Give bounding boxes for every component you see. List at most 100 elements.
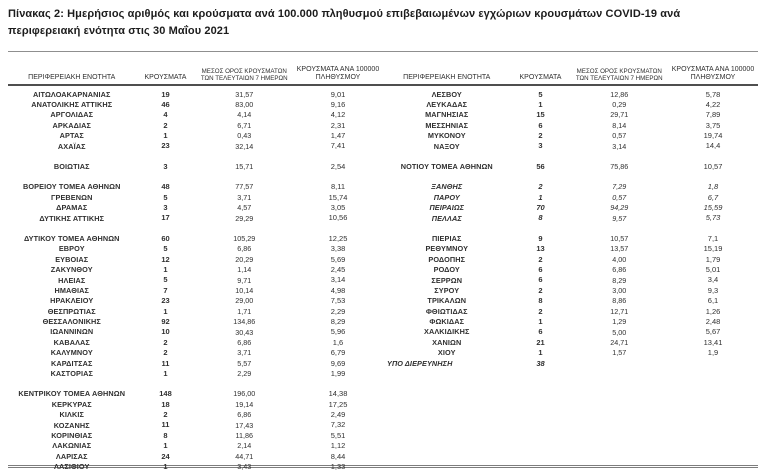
per100k-cell: 4,12	[330, 110, 346, 120]
table-row: ΚΙΛΚΙΣ 2 6,86 2,49	[8, 410, 383, 420]
avg7-cell: 2,29	[237, 369, 252, 379]
table-row: ΕΒΡΟΥ 5 6,86 3,38	[8, 244, 383, 254]
avg7-cell: 32,14	[235, 141, 254, 151]
region-cell: ΔΥΤΙΚΗΣ ΑΤΤΙΚΗΣ	[39, 213, 105, 223]
cases-cell: 23	[161, 296, 170, 306]
table-row: ΦΩΚΙΔΑΣ 1 1,29 2,48	[383, 317, 758, 327]
avg7-cell: 1,71	[237, 306, 252, 316]
region-cell: ΚΑΣΤΟΡΙΑΣ	[50, 369, 93, 379]
avg7-cell: 1,57	[612, 348, 627, 358]
per100k-cell: 1,9	[707, 348, 719, 358]
avg7-cell: 11,86	[235, 431, 253, 441]
region-cell: ΑΡΓΟΛΙΔΑΣ	[50, 110, 94, 120]
table-row: ΔΡΑΜΑΣ 3 4,57 3,05	[8, 203, 383, 213]
column-header-avg7: ΜΕΣΟΣ ΟΡΟΣ ΚΡΟΥΣΜΑΤΩΝ ΤΩΝ ΤΕΛΕΥΤΑΙΩΝ 7 Η…	[575, 67, 663, 82]
table-row: ΛΕΣΒΟΥ 5 12,86 5,78	[383, 89, 758, 99]
column-header-row: ΠΕΡΙΦΕΡΕΙΑΚΗ ΕΝΟΤΗΤΑ ΚΡΟΥΣΜΑΤΑ ΜΕΣΟΣ ΟΡΟΣ …	[383, 52, 758, 87]
avg7-cell: 105,29	[233, 233, 256, 243]
per100k-cell: 17,25	[328, 399, 348, 409]
table-row: ΚΑΛΥΜΝΟΥ 2 3,71 6,79	[8, 348, 383, 358]
per100k-cell: 9,3	[707, 285, 719, 295]
region-cell: ΕΒΡΟΥ	[58, 244, 85, 254]
table-rows: ΛΕΣΒΟΥ 5 12,86 5,78 ΛΕΥΚΑΔΑΣ 1 0,29 4,22 ΜΑΓΝΗΣΙ…	[383, 86, 758, 368]
row-group: ΛΕΣΒΟΥ 5 12,86 5,78 ΛΕΥΚΑΔΑΣ 1 0,29 4,22 ΜΑΓΝΗΣΙ…	[383, 89, 758, 151]
per100k-cell: 7,32	[330, 420, 346, 430]
table-row: ΣΥΡΟΥ 2 3,00 9,3	[383, 285, 758, 295]
region-cell: ΗΜΑΘΙΑΣ	[54, 285, 89, 295]
per100k-cell: 2,31	[330, 120, 346, 130]
table-row: ΔΥΤΙΚΗΣ ΑΤΤΙΚΗΣ 17 29,29 10,56	[8, 213, 383, 223]
region-cell: ΗΡΑΚΛΕΙΟΥ	[50, 296, 94, 306]
per100k-cell: 6,1	[707, 296, 719, 306]
table-rows: ΑΙΤΩΛΟΑΚΑΡΝΑΝΙΑΣ 19 31,57 9,01 ΑΝΑΤΟΛΙΚΗΣ ΑΤ…	[8, 86, 383, 472]
cases-cell: 12	[161, 254, 170, 264]
region-cell: ΝΑΞΟΥ	[433, 141, 460, 151]
cases-cell: 70	[536, 203, 545, 213]
table-row: ΠΕΙΡΑΙΩΣ 70 94,29 15,59	[383, 203, 758, 213]
column-header-per100k: ΚΡΟΥΣΜΑΤΑ ΑΝΑ 100000 ΠΛΗΘΥΣΜΟΥ	[296, 66, 380, 82]
avg7-cell: 8,14	[612, 120, 627, 130]
table-row: ΗΜΑΘΙΑΣ 7 10,14 4,98	[8, 285, 383, 295]
avg7-cell: 3,14	[612, 141, 627, 151]
table-row: ΑΡΓΟΛΙΔΑΣ 4 4,14 4,12	[8, 110, 383, 120]
cases-cell: 1	[163, 462, 168, 472]
table-row: ΙΩΑΝΝΙΝΩΝ 10 30,43 5,96	[8, 327, 383, 337]
avg7-cell: 3,00	[612, 285, 627, 295]
region-cell: ΚΙΛΚΙΣ	[59, 410, 84, 420]
cases-cell: 3	[538, 141, 543, 151]
table-row: ΛΑΣΙΘΙΟΥ 1 3,43 1,33	[8, 462, 383, 472]
cases-cell: 1	[538, 348, 543, 358]
row-group: ΒΟΡΕΙΟΥ ΤΟΜΕΑ ΑΘΗΝΩΝ 48 77,57 8,11 ΓΡΕΒΕΝΩΝ 5…	[8, 182, 383, 224]
avg7-cell: 3,71	[237, 192, 252, 202]
avg7-cell: 0,57	[612, 192, 627, 202]
table-row: ΛΑΡΙΣΑΣ 24 44,71 8,44	[8, 451, 383, 461]
cases-cell: 2	[538, 306, 543, 316]
region-cell: ΚΑΡΔΙΤΣΑΣ	[50, 358, 93, 368]
table-row: ΤΡΙΚΑΛΩΝ 8 8,86 6,1	[383, 296, 758, 306]
table-row: ΚΟΡΙΝΘΙΑΣ 8 11,86 5,51	[8, 430, 383, 440]
avg7-cell: 6,71	[237, 120, 252, 130]
avg7-cell: 29,29	[235, 213, 254, 223]
region-cell: ΛΑΣΙΘΙΟΥ	[54, 462, 90, 472]
cases-cell: 6	[538, 265, 543, 274]
per100k-cell: 15,74	[328, 192, 348, 202]
avg7-cell: 5,57	[237, 358, 252, 368]
per100k-cell: 2,48	[705, 316, 721, 326]
avg7-cell: 2,14	[237, 441, 252, 451]
cases-cell: 2	[538, 285, 543, 295]
region-cell: ΛΕΥΚΑΔΑΣ	[426, 100, 468, 110]
table-row: ΛΕΥΚΑΔΑΣ 1 0,29 4,22	[383, 99, 758, 109]
table-row: ΔΥΤΙΚΟΥ ΤΟΜΕΑ ΑΘΗΝΩΝ 60 105,29 12,25	[8, 233, 383, 243]
region-cell: ΘΕΣΠΡΩΤΙΑΣ	[47, 306, 96, 316]
region-cell: ΠΙΕΡΙΑΣ	[432, 233, 462, 243]
per100k-cell: 7,53	[330, 296, 346, 306]
table-row: ΘΕΣΠΡΩΤΙΑΣ 1 1,71 2,29	[8, 306, 383, 316]
table-row: ΡΟΔΟΥ 6 6,86 5,01	[383, 265, 758, 275]
region-cell: ΖΑΚΥΝΘΟΥ	[50, 265, 93, 275]
cases-cell: 7	[163, 285, 168, 295]
avg7-cell: 196,00	[233, 389, 256, 399]
per100k-cell: 10,57	[703, 161, 723, 171]
avg7-cell: 15,71	[235, 162, 254, 172]
cases-cell: 5	[538, 89, 543, 99]
table-row: ΜΥΚΟΝΟΥ 2 0,57 19,74	[383, 131, 758, 141]
avg7-cell: 10,14	[235, 285, 254, 295]
table-row: ΑΧΑΪΑΣ 23 32,14 7,41	[8, 141, 383, 151]
avg7-cell: 3,71	[237, 348, 252, 358]
table-row: ΛΑΚΩΝΙΑΣ 1 2,14 1,12	[8, 441, 383, 451]
region-cell: ΣΕΡΡΩΝ	[431, 275, 463, 285]
region-cell: ΓΡΕΒΕΝΩΝ	[51, 192, 93, 202]
cases-cell: 2	[538, 254, 543, 264]
cases-cell: 6	[538, 120, 543, 130]
region-cell: ΠΕΛΛΑΣ	[431, 213, 462, 223]
table-row: ΚΑΒΑΛΑΣ 2 6,86 1,6	[8, 337, 383, 347]
column-header-row: ΠΕΡΙΦΕΡΕΙΑΚΗ ΕΝΟΤΗΤΑ ΚΡΟΥΣΜΑΤΑ ΜΕΣΟΣ ΟΡΟΣ …	[8, 52, 383, 87]
row-group: ΝΟΤΙΟΥ ΤΟΜΕΑ ΑΘΗΝΩΝ 56 75,86 10,57	[383, 161, 758, 171]
per100k-cell: 9,16	[330, 99, 346, 109]
region-cell: ΦΩΚΙΔΑΣ	[429, 317, 465, 327]
avg7-cell: 9,71	[237, 275, 252, 285]
table-row: ΚΑΣΤΟΡΙΑΣ 1 2,29 1,99	[8, 368, 383, 378]
cases-cell: 3	[163, 203, 168, 213]
per100k-cell: 2,49	[330, 410, 346, 420]
table-title: Πίνακας 2: Ημερήσιος αριθμός και κρούσμα…	[8, 8, 681, 38]
